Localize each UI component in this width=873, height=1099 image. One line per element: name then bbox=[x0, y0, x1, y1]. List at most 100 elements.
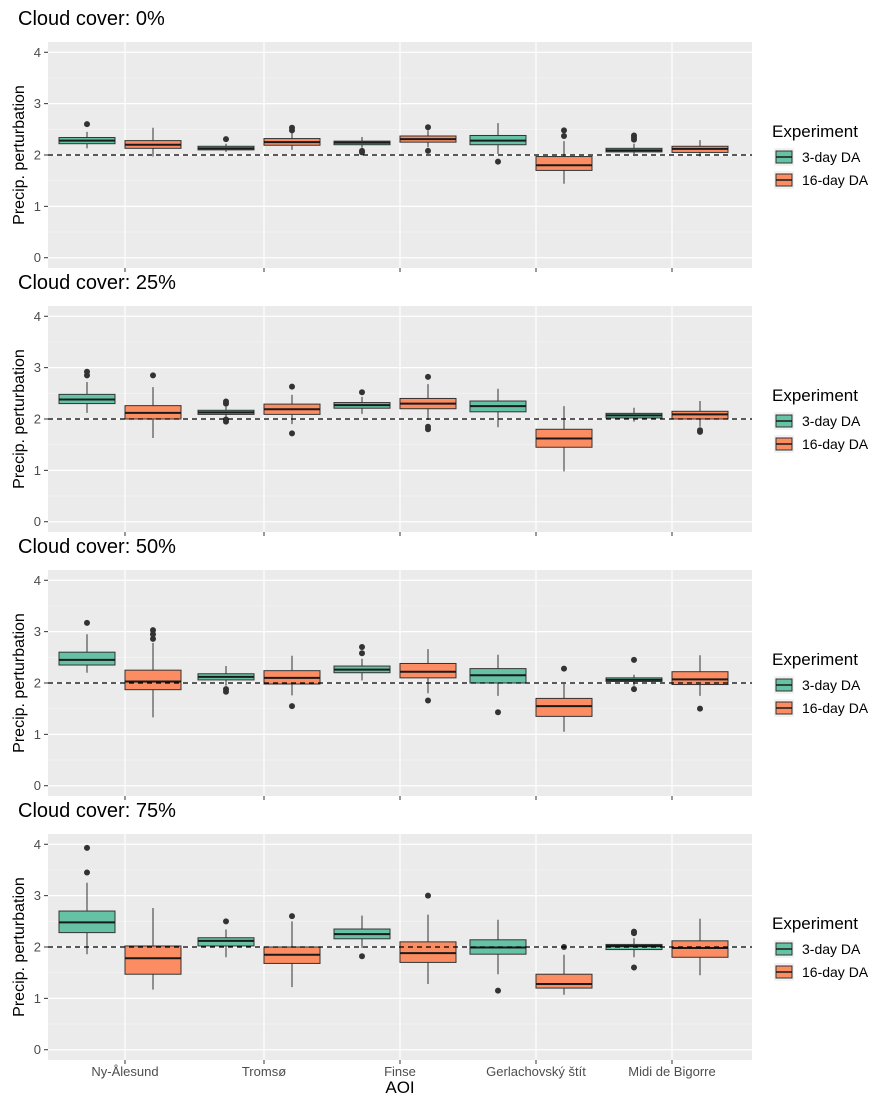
boxplot-orange bbox=[124, 907, 182, 990]
outlier-point bbox=[84, 619, 90, 626]
boxplot-green bbox=[197, 398, 255, 425]
legend-label: 3-day DA bbox=[802, 149, 861, 165]
panel-title: Cloud cover: 0% bbox=[18, 8, 165, 30]
boxplot-orange bbox=[263, 124, 321, 150]
y-axis-title: Precip. perturbation bbox=[11, 613, 28, 753]
outlier-point bbox=[359, 147, 365, 154]
boxplot-orange bbox=[399, 124, 457, 154]
outlier-point bbox=[495, 987, 501, 994]
x-tick-label: Gerlachovský štít bbox=[486, 1064, 586, 1079]
legend-title: Experiment bbox=[772, 122, 858, 141]
boxplot-green bbox=[605, 132, 663, 154]
outlier-point bbox=[561, 132, 567, 139]
outlier-point bbox=[425, 697, 431, 704]
panel-plot-svg: 0 1 2 3 4 Precip. perturbation Experiment 3-day… bbox=[11, 306, 869, 536]
legend-label: 16-day DA bbox=[802, 172, 869, 188]
outlier-point bbox=[150, 635, 156, 642]
outlier-point bbox=[425, 147, 431, 154]
boxplot-orange bbox=[124, 372, 182, 439]
outlier-point bbox=[289, 430, 295, 437]
boxplot-green bbox=[197, 918, 255, 958]
panel-plot-svg: 0 1 2 3 4 Precip. perturbation Experiment 3-day… bbox=[11, 834, 869, 1064]
box-iqr bbox=[58, 651, 116, 666]
outlier-point bbox=[289, 703, 295, 710]
boxplot-green bbox=[605, 656, 663, 693]
y-tick-label: 4 bbox=[34, 45, 41, 60]
legend-title: Experiment bbox=[772, 914, 858, 933]
boxplot-orange bbox=[671, 401, 729, 435]
boxplot-orange bbox=[263, 655, 321, 710]
y-tick-label: 3 bbox=[34, 888, 41, 903]
x-tick-label: Ny-Ålesund bbox=[91, 1064, 159, 1079]
outlier-point bbox=[631, 132, 637, 139]
outlier-point bbox=[561, 665, 567, 672]
legend-label: 16-day DA bbox=[802, 964, 869, 980]
outlier-point bbox=[223, 136, 229, 143]
boxplot-orange bbox=[263, 913, 321, 988]
outlier-point bbox=[289, 383, 295, 390]
y-tick-label: 0 bbox=[34, 1042, 41, 1057]
y-tick-label: 0 bbox=[34, 514, 41, 529]
outlier-point bbox=[84, 844, 90, 851]
boxplot-orange bbox=[671, 655, 729, 712]
y-tick-label: 3 bbox=[34, 96, 41, 111]
y-tick-label: 2 bbox=[34, 412, 41, 427]
outlier-point bbox=[359, 389, 365, 396]
outlier-point bbox=[631, 964, 637, 971]
outlier-point bbox=[359, 953, 365, 960]
y-tick-label: 1 bbox=[34, 991, 41, 1006]
legend-label: 16-day DA bbox=[802, 436, 869, 452]
boxplot-orange bbox=[399, 373, 457, 433]
boxplot-green bbox=[605, 407, 663, 422]
outlier-point bbox=[425, 124, 431, 131]
outlier-point bbox=[697, 427, 703, 434]
facet-panel: Cloud cover: 75% 0 1 2 3 4 Precip. perturbatio… bbox=[0, 792, 873, 1064]
outlier-point bbox=[425, 373, 431, 380]
panel-title: Cloud cover: 25% bbox=[18, 272, 176, 294]
y-tick-label: 1 bbox=[34, 463, 41, 478]
boxplot-orange bbox=[124, 127, 182, 157]
outlier-point bbox=[359, 650, 365, 657]
y-tick-label: 4 bbox=[34, 837, 41, 852]
y-tick-label: 4 bbox=[34, 309, 41, 324]
box-iqr bbox=[535, 973, 593, 989]
outlier-point bbox=[425, 423, 431, 430]
panel-plot-svg: 0 1 2 3 4 Precip. perturbation Experiment 3-day… bbox=[11, 42, 869, 272]
panel-title: Cloud cover: 75% bbox=[18, 800, 176, 822]
boxplot-orange bbox=[399, 649, 457, 704]
boxplot-green bbox=[58, 619, 116, 673]
outlier-point bbox=[223, 686, 229, 693]
x-axis-title: AOI bbox=[385, 1078, 415, 1097]
y-tick-label: 1 bbox=[34, 199, 41, 214]
facet-panel: Cloud cover: 50% 0 1 2 3 4 Precip. perturbatio… bbox=[0, 528, 873, 800]
boxplot-green bbox=[333, 915, 391, 960]
boxplot-orange bbox=[124, 627, 182, 718]
facet-panel: Cloud cover: 0% 0 1 2 3 4 Precip. perturbation… bbox=[0, 0, 873, 272]
x-tick-label: Midi de Bigorre bbox=[628, 1064, 716, 1079]
boxplot-orange bbox=[399, 892, 457, 984]
y-axis-title: Precip. perturbation bbox=[11, 85, 28, 225]
y-tick-label: 4 bbox=[34, 573, 41, 588]
boxplot-green bbox=[333, 644, 391, 681]
legend-label: 3-day DA bbox=[802, 677, 861, 693]
outlier-point bbox=[84, 869, 90, 876]
y-tick-label: 3 bbox=[34, 360, 41, 375]
boxplot-orange bbox=[535, 944, 593, 995]
boxplot-green bbox=[197, 136, 255, 152]
outlier-point bbox=[631, 656, 637, 663]
y-tick-label: 0 bbox=[34, 778, 41, 793]
box-iqr bbox=[399, 941, 457, 963]
boxplot-green bbox=[197, 666, 255, 695]
legend-label: 16-day DA bbox=[802, 700, 869, 716]
legend-label: 3-day DA bbox=[802, 413, 861, 429]
box-iqr bbox=[671, 671, 729, 686]
box-iqr bbox=[124, 945, 182, 975]
y-tick-label: 2 bbox=[34, 676, 41, 691]
outlier-point bbox=[223, 416, 229, 423]
panel-plot-svg: 0 1 2 3 4 Precip. perturbation Experiment 3-day… bbox=[11, 570, 869, 800]
outlier-point bbox=[631, 686, 637, 693]
y-tick-label: 2 bbox=[34, 940, 41, 955]
box-iqr bbox=[671, 940, 729, 958]
box-iqr bbox=[197, 937, 255, 947]
box-iqr bbox=[399, 662, 457, 679]
